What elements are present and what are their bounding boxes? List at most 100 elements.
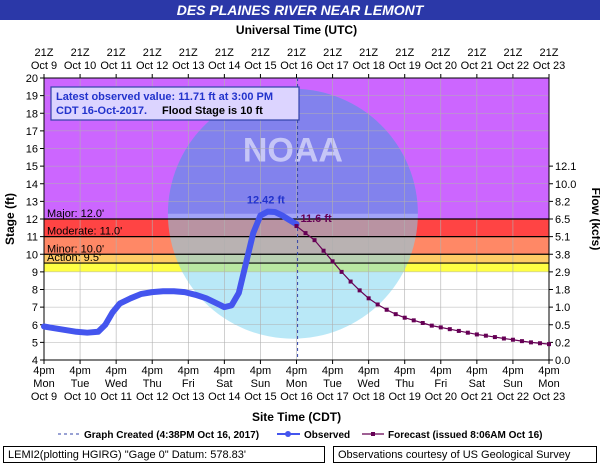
x-tick-time: 4pm [178,365,199,377]
top-tick-time: 21Z [251,47,270,59]
y-tick-label: 15 [26,161,38,173]
x-tick-day: Thu [395,378,414,390]
x-tick-date: Oct 14 [208,391,240,403]
courtesy-footer: Observations courtesy of US Geological S… [333,446,597,463]
info-flood-stage: Flood Stage is 10 ft [162,105,263,117]
x-tick-date: Oct 11 [100,391,132,403]
y-tick-label: 7 [32,302,38,314]
series-lines [41,78,551,360]
x-tick-date: Oct 19 [389,391,421,403]
top-axis-title: Universal Time (UTC) [236,23,357,37]
x-tick-date: Oct 10 [64,391,96,403]
top-tick-time: 21Z [215,47,234,59]
forecast-point [528,340,533,345]
forecast-point [537,341,542,346]
top-tick-date: Oct 17 [316,60,348,72]
x-tick-time: 4pm [105,365,126,377]
forecast-point [411,318,416,323]
forecast-point [348,279,353,284]
top-tick-date: Oct 9 [31,60,57,72]
x-tick-date: Oct 13 [172,391,204,403]
forecast-point [294,224,299,229]
watermark-circle [167,88,418,339]
top-tick-date: Oct 15 [244,60,276,72]
x-tick-day: Fri [434,378,447,390]
right-axis-title: Flow (kcfs) [589,188,600,251]
forecast-point [339,269,344,274]
forecast-point [312,238,317,243]
legend-observed-label: Observed [304,430,350,441]
y-tick-label: 10 [26,249,38,261]
x-tick-day: Wed [357,378,379,390]
legend-observed-marker [285,431,291,437]
top-tick-date: Oct 11 [100,60,132,72]
top-tick-time: 21Z [71,47,90,59]
category-label: Minor: 10.0' [47,243,104,255]
flow-tick-label: 1.0 [555,302,570,314]
top-tick-date: Oct 18 [352,60,384,72]
forecast-point [510,337,515,342]
top-tick-time: 21Z [359,47,378,59]
y-tick-label: 19 [26,91,38,103]
y-tick-label: 6 [32,320,38,332]
top-tick-date: Oct 16 [280,60,312,72]
forecast-start-annotation: 11.6 ft [301,213,333,225]
chart-title: DES PLAINES RIVER NEAR LEMONT [0,0,600,20]
x-tick-date: Oct 23 [533,391,565,403]
forecast-point [402,315,407,320]
x-tick-date: Oct 21 [461,391,493,403]
y-tick-label: 16 [26,144,38,156]
x-tick-time: 4pm [466,365,487,377]
x-tick-day: Sat [469,378,486,390]
flow-tick-label: 3.8 [555,249,570,261]
x-tick-time: 4pm [33,365,54,377]
x-tick-time: 4pm [358,365,379,377]
top-tick-date: Oct 12 [136,60,168,72]
forecast-point [375,302,380,307]
forecast-point [483,333,488,338]
flow-tick-label: 0.5 [555,320,570,332]
x-tick-day: Wed [105,378,127,390]
x-tick-date: Oct 18 [352,391,384,403]
flow-tick-label: 1.8 [555,285,570,297]
x-tick-time: 4pm [430,365,451,377]
x-tick-date: Oct 15 [244,391,276,403]
x-tick-day: Mon [538,378,559,390]
top-tick-time: 21Z [503,47,522,59]
forecast-point [366,296,371,301]
top-tick-time: 21Z [179,47,198,59]
y-tick-label: 5 [32,337,38,349]
x-tick-time: 4pm [286,365,307,377]
top-tick-date: Oct 13 [172,60,204,72]
top-tick-time: 21Z [540,47,559,59]
top-tick-date: Oct 20 [425,60,457,72]
observed-series-line [41,208,300,336]
y-tick-label: 4 [32,355,38,367]
flow-tick-label: 2.9 [555,267,570,279]
forecast-point [321,248,326,253]
forecast-point [330,259,335,264]
x-tick-day: Mon [286,378,307,390]
top-tick-date: Oct 23 [533,60,565,72]
legend: Graph Created (4:38PM Oct 16, 2017) Obser… [58,430,543,441]
forecast-point [492,335,497,340]
x-tick-day: Sat [216,378,233,390]
y-tick-label: 12 [26,214,38,226]
top-tick-time: 21Z [287,47,306,59]
x-tick-time: 4pm [538,365,559,377]
y-tick-label: 8 [32,285,38,297]
forecast-point [474,332,479,337]
y-tick-label: 9 [32,267,38,279]
top-tick-time: 21Z [35,47,54,59]
x-tick-day: Tue [71,378,90,390]
top-tick-date: Oct 22 [497,60,529,72]
x-tick-day: Sun [251,378,271,390]
forecast-point [465,330,470,335]
x-tick-time: 4pm [394,365,415,377]
category-label: Action: 9.5' [47,252,101,264]
legend-forecast-marker [371,432,375,436]
top-tick-date: Oct 14 [208,60,240,72]
x-tick-day: Fri [182,378,195,390]
peak-annotation: 12.42 ft [247,195,285,207]
